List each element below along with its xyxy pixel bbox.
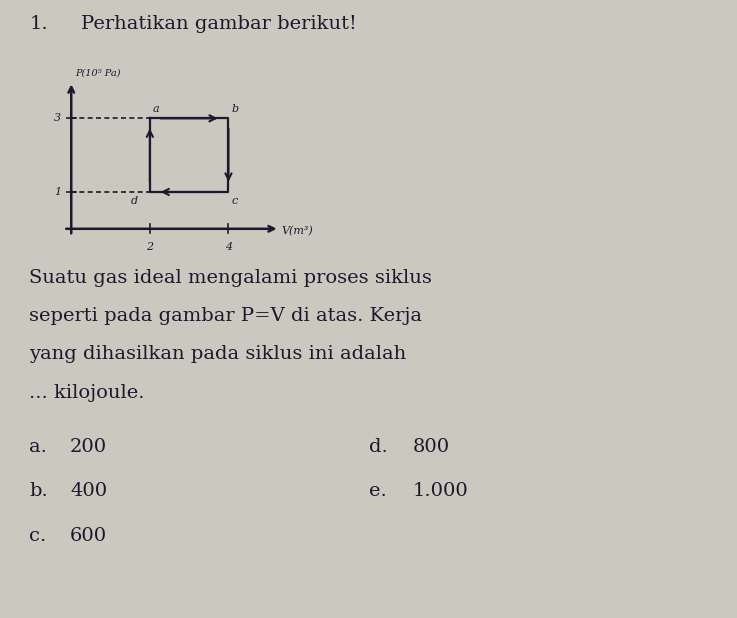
- Text: seperti pada gambar P=V di atas. Kerja: seperti pada gambar P=V di atas. Kerja: [29, 307, 422, 325]
- Text: P(10⁵ Pa): P(10⁵ Pa): [75, 69, 121, 78]
- Text: Suatu gas ideal mengalami proses siklus: Suatu gas ideal mengalami proses siklus: [29, 269, 433, 287]
- Text: ... kilojoule.: ... kilojoule.: [29, 384, 145, 402]
- Text: e.: e.: [368, 482, 386, 500]
- Text: 1.: 1.: [29, 15, 48, 33]
- Text: 1: 1: [55, 187, 61, 197]
- Text: Perhatikan gambar berikut!: Perhatikan gambar berikut!: [81, 15, 357, 33]
- Text: a.: a.: [29, 438, 47, 455]
- Text: c: c: [231, 197, 238, 206]
- Text: d: d: [131, 197, 138, 206]
- Text: V(m³): V(m³): [282, 226, 313, 236]
- Text: 4: 4: [225, 242, 232, 252]
- Text: 1.000: 1.000: [413, 482, 469, 500]
- Text: c.: c.: [29, 527, 46, 544]
- Text: yang dihasilkan pada siklus ini adalah: yang dihasilkan pada siklus ini adalah: [29, 345, 407, 363]
- Text: 200: 200: [70, 438, 107, 455]
- Text: 400: 400: [70, 482, 107, 500]
- Text: d.: d.: [368, 438, 387, 455]
- Text: 800: 800: [413, 438, 450, 455]
- Text: b: b: [231, 104, 239, 114]
- Text: b.: b.: [29, 482, 48, 500]
- Text: 3: 3: [55, 113, 61, 124]
- Text: 600: 600: [70, 527, 107, 544]
- Text: 2: 2: [146, 242, 153, 252]
- Text: a: a: [153, 104, 160, 114]
